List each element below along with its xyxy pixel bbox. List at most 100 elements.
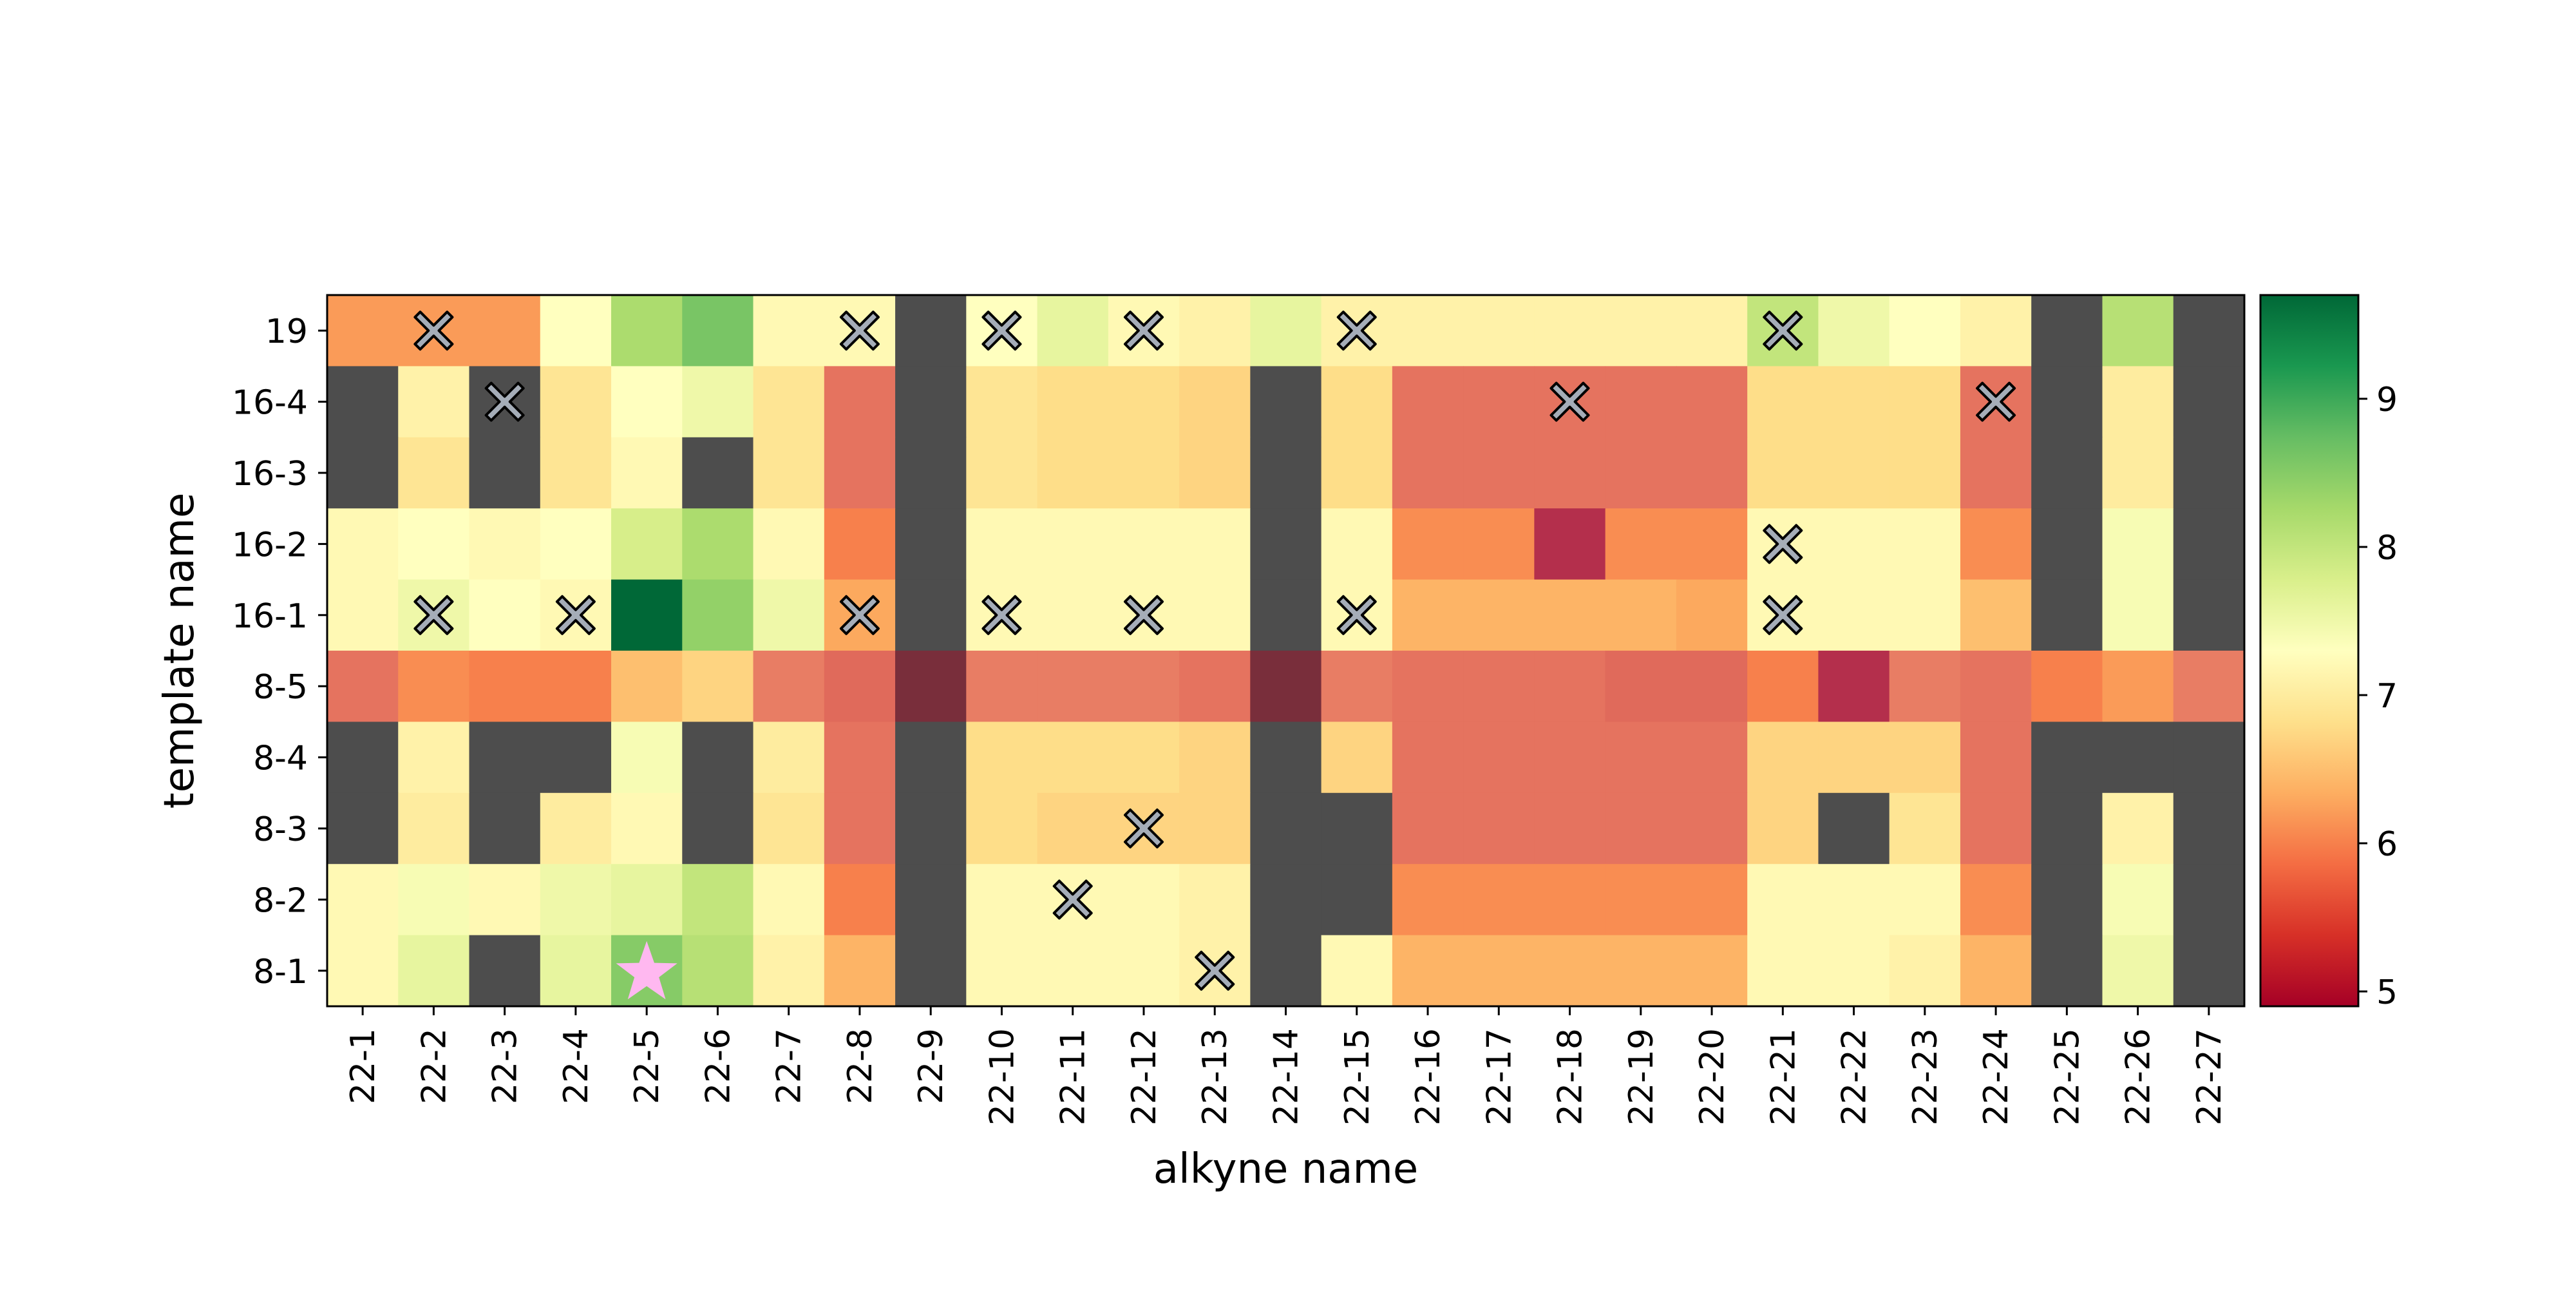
heatmap-cell xyxy=(1534,722,1606,794)
x-marker xyxy=(839,311,880,351)
heatmap-cell xyxy=(398,437,470,509)
heatmap-cell-tint xyxy=(1534,792,1606,865)
heatmap-cell-tint xyxy=(1534,651,1606,722)
heatmap-cell xyxy=(1392,508,1464,580)
heatmap-cell xyxy=(682,366,754,438)
x-tick-label: 22-22 xyxy=(1835,1028,1874,1125)
heatmap-cell xyxy=(1392,935,1464,1007)
heatmap-cell xyxy=(469,579,541,651)
x-tick-label: 22-25 xyxy=(2048,1028,2087,1125)
heatmap-cell xyxy=(2173,437,2245,509)
heatmap-cell xyxy=(540,651,612,722)
heatmap-cell xyxy=(611,651,683,722)
heatmap-cell xyxy=(1534,508,1606,580)
heatmap-cell xyxy=(895,295,967,367)
heatmap-cell-tint xyxy=(1037,651,1109,722)
heatmap-cell xyxy=(1605,792,1677,865)
heatmap-cell xyxy=(895,722,967,794)
heatmap-cell xyxy=(1392,579,1464,651)
heatmap-cell xyxy=(1108,651,1180,722)
heatmap-cell xyxy=(753,295,825,367)
heatmap-cell xyxy=(753,651,825,722)
heatmap-cell xyxy=(2031,792,2103,865)
x-marker xyxy=(1195,950,1235,991)
heatmap-cell xyxy=(2173,722,2245,794)
y-tick-label: 8-5 xyxy=(253,668,308,707)
x-tick-label: 22-8 xyxy=(841,1028,880,1104)
heatmap-cell xyxy=(824,437,896,509)
x-marker xyxy=(484,381,525,422)
heatmap-cell xyxy=(327,651,399,722)
heatmap-cell xyxy=(1392,437,1464,509)
heatmap-cell xyxy=(753,935,825,1007)
heatmap-cell xyxy=(1250,295,1322,367)
heatmap-cell-tint xyxy=(1676,366,1748,438)
heatmap-cell xyxy=(1534,792,1606,865)
heatmap-cell xyxy=(2031,864,2103,936)
heatmap-cell xyxy=(540,792,612,865)
heatmap-cell xyxy=(1605,508,1677,580)
heatmap-cell-tint xyxy=(824,792,896,865)
x-marker xyxy=(981,595,1022,635)
heatmap-cell xyxy=(1747,792,1819,865)
heatmap-cell xyxy=(1179,579,1251,651)
y-tick-label: 8-4 xyxy=(253,740,308,778)
heatmap-cell xyxy=(2173,508,2245,580)
heatmap-cell xyxy=(2031,366,2103,438)
heatmap-cell xyxy=(682,935,754,1007)
x-tick-label: 22-12 xyxy=(1125,1028,1164,1125)
heatmap-cell xyxy=(611,508,683,580)
heatmap-cell xyxy=(398,792,470,865)
heatmap-cell xyxy=(1108,366,1180,438)
x-marker xyxy=(1336,595,1377,635)
x-marker xyxy=(555,595,596,635)
heatmap-cell xyxy=(398,864,470,936)
heatmap-cell xyxy=(824,864,896,936)
heatmap-cell xyxy=(327,437,399,509)
heatmap-cell xyxy=(327,935,399,1007)
x-tick-label: 22-26 xyxy=(2119,1028,2158,1125)
heatmap-cell xyxy=(1037,508,1109,580)
heatmap-cell xyxy=(966,792,1038,865)
x-marker xyxy=(1763,311,1803,351)
heatmap-cell-tint xyxy=(1676,651,1748,722)
heatmap-cell xyxy=(682,295,754,367)
heatmap-cell-tint xyxy=(1960,437,2032,509)
heatmap-cell xyxy=(895,508,967,580)
colorbar-gradient xyxy=(2259,294,2360,1008)
heatmap-cell xyxy=(753,508,825,580)
heatmap-cell xyxy=(1321,366,1393,438)
heatmap-cell xyxy=(895,579,967,651)
heatmap-cell xyxy=(1250,366,1322,438)
heatmap-cell xyxy=(824,935,896,1007)
heatmap-cell xyxy=(824,366,896,438)
heatmap-cell-tint xyxy=(1534,437,1606,509)
heatmap-cell xyxy=(1463,935,1535,1007)
heatmap-cell xyxy=(1037,295,1109,367)
heatmap-cell-tint xyxy=(1392,651,1464,722)
x-marker xyxy=(1123,808,1164,848)
heatmap-cell-tint xyxy=(1960,651,2032,722)
heatmap-cell xyxy=(398,722,470,794)
heatmap-cell xyxy=(1463,651,1535,722)
heatmap-cell xyxy=(1321,792,1393,865)
x-marker xyxy=(1052,879,1093,920)
heatmap-cell-tint xyxy=(1605,366,1677,438)
heatmap-cell xyxy=(1037,935,1109,1007)
colorbar-tick-label: 8 xyxy=(2376,529,2398,568)
heatmap-cell xyxy=(1889,651,1961,722)
heatmap-cell xyxy=(611,366,683,438)
heatmap-cell xyxy=(469,437,541,509)
heatmap-cell xyxy=(540,437,612,509)
heatmap-cell xyxy=(1250,935,1322,1007)
heatmap-cell xyxy=(1747,651,1819,722)
heatmap-cell xyxy=(540,508,612,580)
heatmap-cell xyxy=(1392,792,1464,865)
heatmap-cell xyxy=(327,792,399,865)
heatmap-cell xyxy=(1818,651,1890,722)
x-tick-label: 22-11 xyxy=(1054,1028,1093,1125)
heatmap-cell xyxy=(966,508,1038,580)
heatmap-cell xyxy=(469,722,541,794)
